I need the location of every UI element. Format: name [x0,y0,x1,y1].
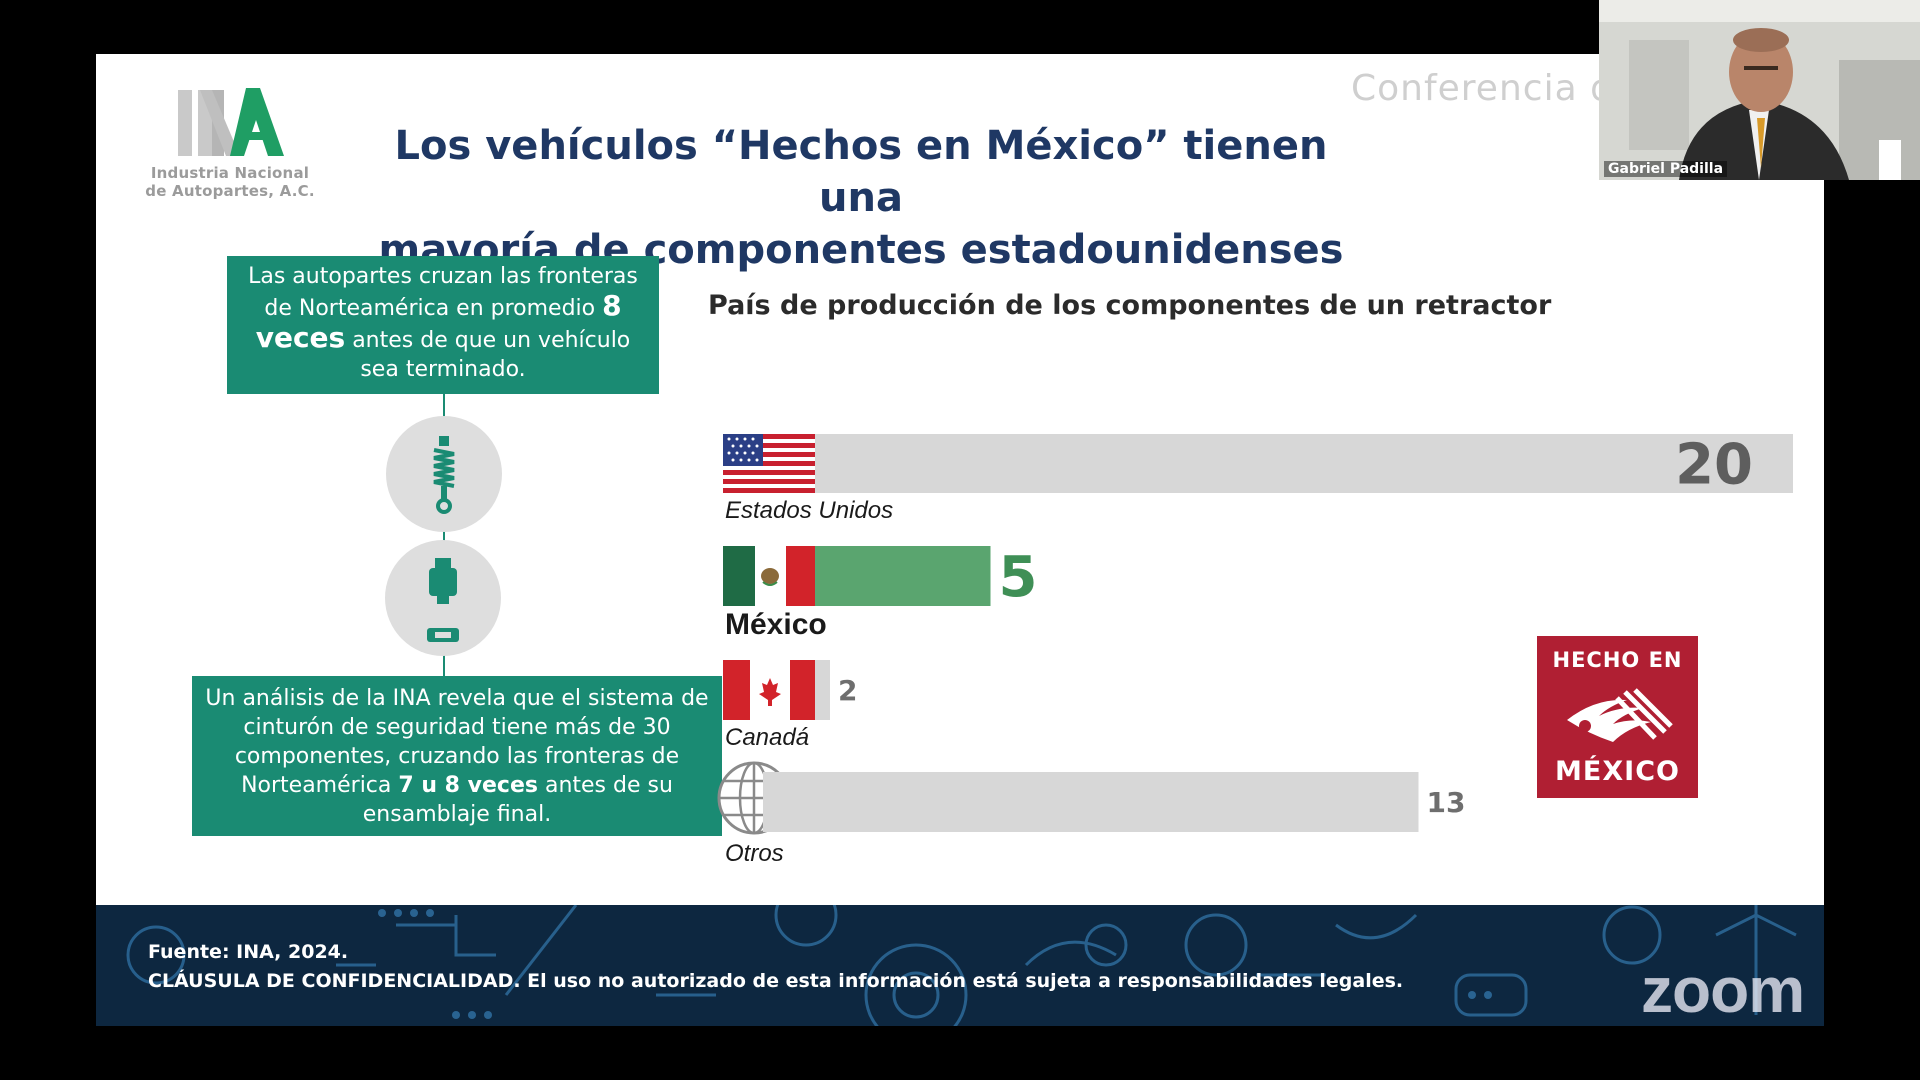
bar-value-label-1: 5 [999,545,1038,610]
info-box-crossings-text2: antes de que un vehículo sea terminado. [345,328,631,382]
info-box-crossings-text1: Las autopartes cruzan las fronteras de N… [248,264,638,321]
chart-title: País de producción de los componentes de… [708,290,1552,321]
hecho-en-mexico-badge: HECHO EN MÉXICO [1537,636,1698,798]
us-flag-icon [723,434,817,493]
participant-name-label: Gabriel Padilla [1604,161,1728,177]
bar-layer: 20 Estados Unidos 5 México 2 Canadá 13 Otros [725,433,1793,867]
ina-logo-line2: de Autopartes, A.C. [145,182,315,200]
info-box-crossings: Las autopartes cruzan las fronteras de N… [227,256,659,394]
info-box-seatbelt-highlight: 7 u 8 veces [398,773,538,798]
hecho-en-mexico-eagle-icon [1567,688,1673,742]
category-label-3: Otros [725,840,784,867]
retractor-origin-chart: 20 Estados Unidos 5 México 2 Canadá 13 Otros Pa… [708,290,1808,890]
slide-title-line1: Los vehículos “Hechos en México” tienen … [394,123,1328,221]
info-box-seatbelt-text2: antes de su ensamblaje final. [362,773,673,827]
info-box-seatbelt-text1: Un análisis de la INA revela que el sist… [205,686,709,798]
footer-source: Fuente: INA, 2024. [148,941,349,963]
bar-0 [815,434,1793,493]
badge-top-text: HECHO EN [1552,648,1683,672]
slide-footer: Fuente: INA, 2024. CLÁUSULA DE CONFIDENC… [96,905,1824,1026]
seatbelt-circle [385,540,501,656]
seatbelt-buckle-icon [427,558,459,642]
bar-2 [815,660,830,720]
ina-logo-line1: Industria Nacional [150,164,310,182]
conference-watermark: Conferencia d [1351,68,1614,109]
spring-shock-icon [433,436,455,514]
footer-confidentiality-clause: CLÁUSULA DE CONFIDENCIALIDAD. El uso no … [148,970,1404,992]
bar-1 [815,546,991,606]
footer-automotive-decoration [126,905,1797,1026]
info-box-seatbelt: Un análisis de la INA revela que el sist… [192,676,722,836]
participant-video-feed [1599,0,1920,180]
info-box-crossings-highlight: 8 veces [255,289,622,354]
bar-value-label-3: 13 [1427,786,1466,819]
category-label-1: México [725,608,827,641]
participant-video-tile[interactable]: Gabriel Padilla [1599,0,1920,180]
canada-flag-icon [723,660,817,720]
ina-logo-mark [178,88,284,156]
shock-absorber-circle [386,416,502,532]
bar-value-label-2: 2 [838,674,857,707]
ina-logo: Industria Nacional de Autopartes, A.C. [140,86,320,208]
slide-title: Los vehículos “Hechos en México” tienen … [346,120,1376,276]
badge-bottom-text: MÉXICO [1555,756,1680,787]
ina-logo-text: Industria Nacional de Autopartes, A.C. [140,164,320,200]
category-label-0: Estados Unidos [725,497,893,524]
bar-value-label-0: 20 [1675,433,1753,498]
mexico-flag-icon [723,546,817,606]
category-label-2: Canadá [725,724,809,751]
bar-3 [763,772,1419,832]
zoom-watermark: zoom [1641,954,1805,1026]
connector-line [443,394,445,676]
chart-canvas: 20 Estados Unidos 5 México 2 Canadá 13 Otros [717,433,1793,867]
shared-slide: Industria Nacional de Autopartes, A.C. C… [96,54,1824,1026]
